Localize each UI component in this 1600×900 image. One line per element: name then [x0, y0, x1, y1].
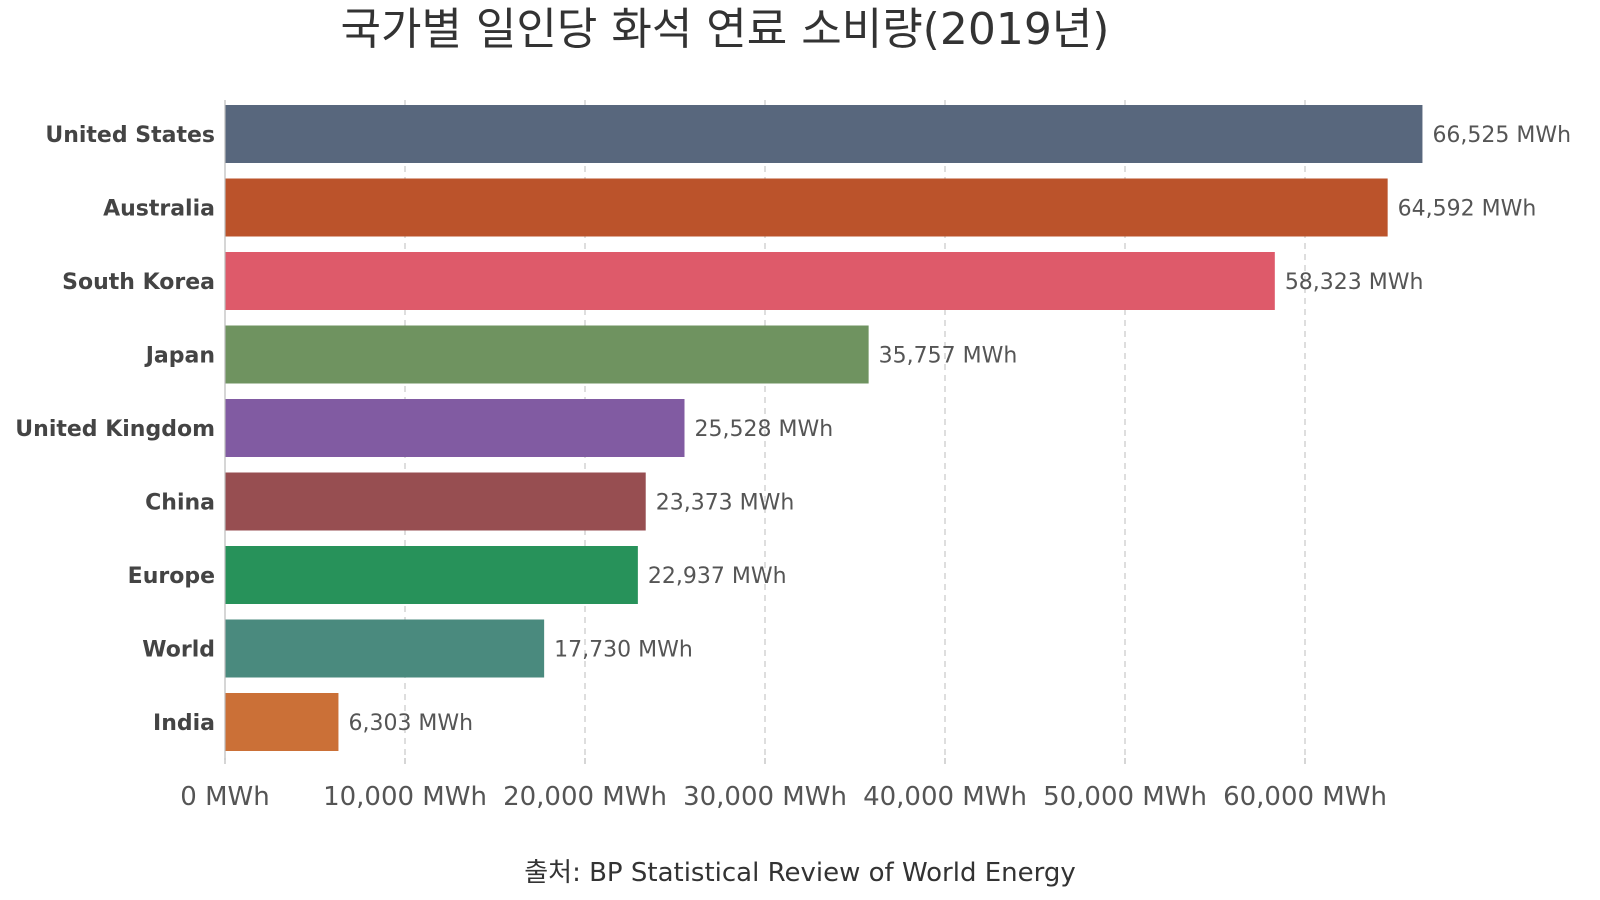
category-label: United Kingdom: [15, 417, 215, 442]
x-tick-label: 10,000 MWh: [323, 782, 487, 812]
x-tick-label: 40,000 MWh: [863, 782, 1027, 812]
x-tick-label: 60,000 MWh: [1223, 782, 1387, 812]
category-label: Japan: [144, 344, 215, 369]
x-tick-label: 50,000 MWh: [1043, 782, 1207, 812]
bar-australia: [225, 178, 1388, 237]
x-tick-label: 30,000 MWh: [683, 782, 847, 812]
category-label: United States: [45, 123, 215, 148]
bar-china: [225, 472, 646, 531]
value-label: 66,525 MWh: [1432, 123, 1571, 148]
category-label: India: [153, 711, 215, 736]
bar-world: [225, 619, 545, 678]
chart-title: 국가별 일인당 화석 연료 소비량(2019년): [340, 4, 1110, 55]
x-tick-label: 0 MWh: [180, 782, 269, 812]
bar-united-kingdom: [225, 399, 685, 457]
bar-south-korea: [225, 252, 1275, 310]
category-label: Australia: [103, 197, 215, 222]
value-label: 64,592 MWh: [1398, 197, 1537, 222]
category-label: Europe: [128, 564, 215, 589]
value-label: 17,730 MWh: [554, 638, 693, 663]
bar-layer: United States 66,525 MWh Australia 64,592 M…: [15, 105, 1571, 751]
chart-source: 출처: BP Statistical Review of World Energ…: [524, 858, 1076, 888]
axis-layer: 0 MWh 10,000 MWh 20,000 MWh 30,000 MWh 40,00…: [180, 100, 1387, 812]
x-tick-label: 20,000 MWh: [503, 782, 667, 812]
category-label: China: [145, 491, 215, 516]
bar-united-states: [225, 105, 1423, 163]
bar-japan: [225, 325, 869, 384]
value-label: 25,528 MWh: [695, 417, 834, 442]
value-label: 58,323 MWh: [1285, 270, 1424, 295]
value-label: 35,757 MWh: [879, 344, 1018, 369]
category-label: World: [142, 638, 215, 663]
value-label: 23,373 MWh: [656, 491, 795, 516]
value-label: 6,303 MWh: [348, 711, 473, 736]
bar-europe: [225, 546, 638, 604]
value-label: 22,937 MWh: [648, 564, 787, 589]
bar-india: [225, 693, 339, 751]
category-label: South Korea: [62, 270, 215, 295]
